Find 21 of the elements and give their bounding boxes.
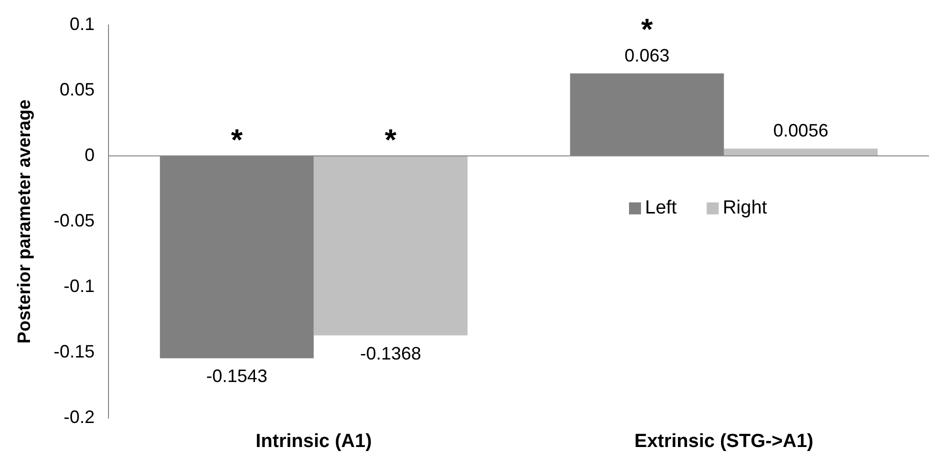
y-tick-label: 0: [84, 144, 95, 165]
y-tick-label: -0.15: [54, 342, 95, 362]
x-tick-label: Extrinsic (STG->A1): [634, 430, 814, 452]
annotation: *: [641, 14, 654, 47]
data-label: -0.1368: [360, 343, 422, 364]
data-label: 0.063: [624, 45, 670, 66]
data-label: -0.1543: [206, 366, 268, 386]
annotation: *: [230, 124, 243, 158]
data-label: 0.0056: [773, 120, 828, 141]
legend-label: Right: [722, 198, 768, 219]
y-tick-label: -0.2: [64, 407, 95, 428]
y-tick-label: -0.05: [54, 210, 95, 230]
y-tick-label: 0.05: [60, 79, 95, 100]
y-tick-label: 0.1: [70, 14, 95, 34]
y-tick-label: -0.1: [64, 276, 95, 296]
bar: [724, 148, 878, 156]
legend-label: Left: [645, 198, 678, 219]
bar: [314, 156, 468, 336]
x-tick-label: Intrinsic (A1): [256, 430, 372, 452]
annotation: *: [384, 124, 397, 158]
y-axis-title: Posterior parameter average: [14, 99, 34, 344]
